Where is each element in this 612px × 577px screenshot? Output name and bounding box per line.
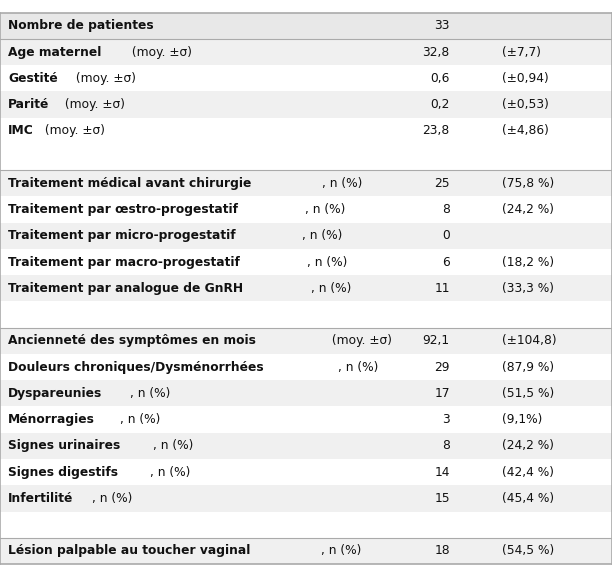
Text: (24,2 %): (24,2 %)	[502, 203, 554, 216]
Text: (33,3 %): (33,3 %)	[502, 282, 554, 295]
Bar	[0, 39, 612, 65]
Text: (45,4 %): (45,4 %)	[502, 492, 554, 505]
Text: 33: 33	[435, 19, 450, 32]
Text: 11: 11	[435, 282, 450, 295]
Text: (54,5 %): (54,5 %)	[502, 544, 554, 557]
Text: (moy. ±σ): (moy. ±σ)	[41, 124, 105, 137]
Bar	[0, 170, 612, 196]
Text: , n (%): , n (%)	[120, 413, 160, 426]
Text: Lésion palpable au toucher vaginal: Lésion palpable au toucher vaginal	[8, 544, 250, 557]
Text: (9,1%): (9,1%)	[502, 413, 542, 426]
Text: , n (%): , n (%)	[312, 282, 352, 295]
Text: Traitement médical avant chirurgie: Traitement médical avant chirurgie	[8, 177, 252, 190]
Bar	[0, 328, 612, 354]
Text: Traitement par macro-progestatif: Traitement par macro-progestatif	[8, 256, 240, 269]
Text: (±0,53): (±0,53)	[502, 98, 549, 111]
Text: 8: 8	[442, 203, 450, 216]
Bar	[0, 275, 612, 301]
Text: (75,8 %): (75,8 %)	[502, 177, 554, 190]
Bar	[0, 92, 612, 118]
Text: 17: 17	[435, 387, 450, 400]
Bar	[0, 301, 612, 328]
Text: 18: 18	[434, 544, 450, 557]
Text: (±4,86): (±4,86)	[502, 124, 549, 137]
Text: Infertilité: Infertilité	[8, 492, 73, 505]
Bar	[0, 459, 612, 485]
Text: (moy. ±σ): (moy. ±σ)	[61, 98, 125, 111]
Text: Ménorragies: Ménorragies	[8, 413, 95, 426]
Text: Age maternel: Age maternel	[8, 46, 102, 59]
Text: (±7,7): (±7,7)	[502, 46, 541, 59]
Text: Nombre de patientes: Nombre de patientes	[8, 19, 154, 32]
Bar	[0, 144, 612, 170]
Text: Traitement par œstro-progestatif: Traitement par œstro-progestatif	[8, 203, 238, 216]
Text: 0,6: 0,6	[430, 72, 450, 85]
Text: , n (%): , n (%)	[338, 361, 378, 374]
Text: 8: 8	[442, 439, 450, 452]
Text: (18,2 %): (18,2 %)	[502, 256, 554, 269]
Text: (51,5 %): (51,5 %)	[502, 387, 554, 400]
Text: (±0,94): (±0,94)	[502, 72, 548, 85]
Text: , n (%): , n (%)	[92, 492, 133, 505]
Bar	[0, 118, 612, 144]
Text: , n (%): , n (%)	[130, 387, 170, 400]
Bar	[0, 433, 612, 459]
Text: , n (%): , n (%)	[307, 256, 348, 269]
Text: (87,9 %): (87,9 %)	[502, 361, 554, 374]
Text: (moy. ±σ): (moy. ±σ)	[328, 334, 392, 347]
Bar	[0, 13, 612, 39]
Text: 25: 25	[434, 177, 450, 190]
Bar	[0, 485, 612, 511]
Text: IMC: IMC	[8, 124, 34, 137]
Text: 0,2: 0,2	[430, 98, 450, 111]
Bar	[0, 538, 612, 564]
Text: 15: 15	[434, 492, 450, 505]
Text: 32,8: 32,8	[422, 46, 450, 59]
Bar	[0, 354, 612, 380]
Text: , n (%): , n (%)	[322, 177, 362, 190]
Bar	[0, 65, 612, 92]
Text: Signes urinaires: Signes urinaires	[8, 439, 120, 452]
Bar	[0, 249, 612, 275]
Text: , n (%): , n (%)	[321, 544, 361, 557]
Text: (±104,8): (±104,8)	[502, 334, 556, 347]
Text: (moy. ±σ): (moy. ±σ)	[72, 72, 136, 85]
Text: (moy. ±σ): (moy. ±σ)	[129, 46, 192, 59]
Text: Ancienneté des symptômes en mois: Ancienneté des symptômes en mois	[8, 334, 256, 347]
Text: , n (%): , n (%)	[305, 203, 345, 216]
Bar	[0, 511, 612, 538]
Text: , n (%): , n (%)	[302, 229, 342, 242]
Text: Signes digestifs: Signes digestifs	[8, 466, 118, 479]
Text: 29: 29	[435, 361, 450, 374]
Text: 92,1: 92,1	[423, 334, 450, 347]
Text: 6: 6	[442, 256, 450, 269]
Bar	[0, 223, 612, 249]
Text: (24,2 %): (24,2 %)	[502, 439, 554, 452]
Bar	[0, 406, 612, 433]
Text: Gestité: Gestité	[8, 72, 58, 85]
Text: Dyspareunies: Dyspareunies	[8, 387, 102, 400]
Text: 23,8: 23,8	[422, 124, 450, 137]
Text: , n (%): , n (%)	[153, 439, 193, 452]
Text: Traitement par micro-progestatif: Traitement par micro-progestatif	[8, 229, 236, 242]
Text: (42,4 %): (42,4 %)	[502, 466, 554, 479]
Text: 0: 0	[442, 229, 450, 242]
Text: 14: 14	[435, 466, 450, 479]
Text: , n (%): , n (%)	[150, 466, 190, 479]
Text: 3: 3	[442, 413, 450, 426]
Bar	[0, 380, 612, 406]
Text: Parité: Parité	[8, 98, 50, 111]
Bar	[0, 196, 612, 223]
Text: Douleurs chroniques/Dysménorrhées: Douleurs chroniques/Dysménorrhées	[8, 361, 264, 374]
Text: Traitement par analogue de GnRH: Traitement par analogue de GnRH	[8, 282, 243, 295]
